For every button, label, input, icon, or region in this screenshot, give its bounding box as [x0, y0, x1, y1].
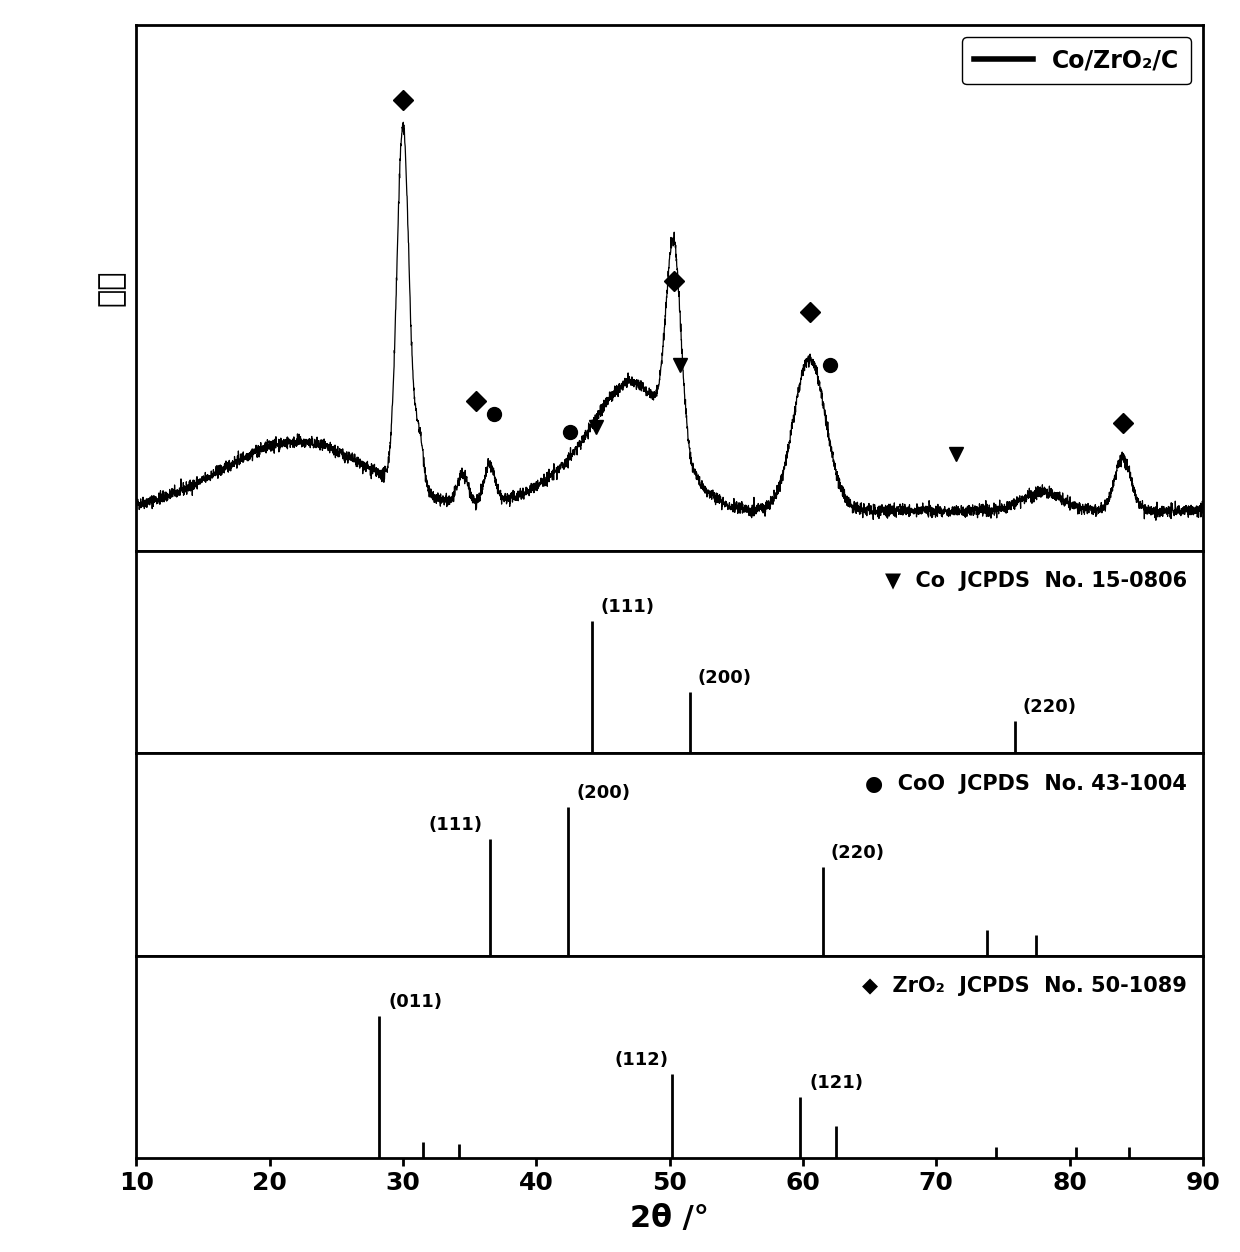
Text: (200): (200) — [577, 784, 630, 803]
Text: (200): (200) — [698, 669, 751, 687]
X-axis label: 2θ /°: 2θ /° — [630, 1203, 709, 1233]
Text: (220): (220) — [1023, 699, 1076, 716]
Text: ●  CoO  JCPDS  No. 43-1004: ● CoO JCPDS No. 43-1004 — [866, 774, 1187, 794]
Text: (011): (011) — [388, 993, 443, 1010]
Text: (121): (121) — [810, 1074, 863, 1092]
Text: (111): (111) — [429, 816, 482, 834]
Text: (111): (111) — [600, 598, 655, 616]
Y-axis label: 强度: 强度 — [97, 270, 125, 307]
Text: (112): (112) — [614, 1052, 668, 1069]
Text: (220): (220) — [831, 844, 885, 861]
Text: ◆  ZrO₂  JCPDS  No. 50-1089: ◆ ZrO₂ JCPDS No. 50-1089 — [862, 977, 1187, 997]
Legend: Co/ZrO₂/C: Co/ZrO₂/C — [962, 36, 1190, 84]
Text: ▼  Co  JCPDS  No. 15-0806: ▼ Co JCPDS No. 15-0806 — [884, 571, 1187, 591]
